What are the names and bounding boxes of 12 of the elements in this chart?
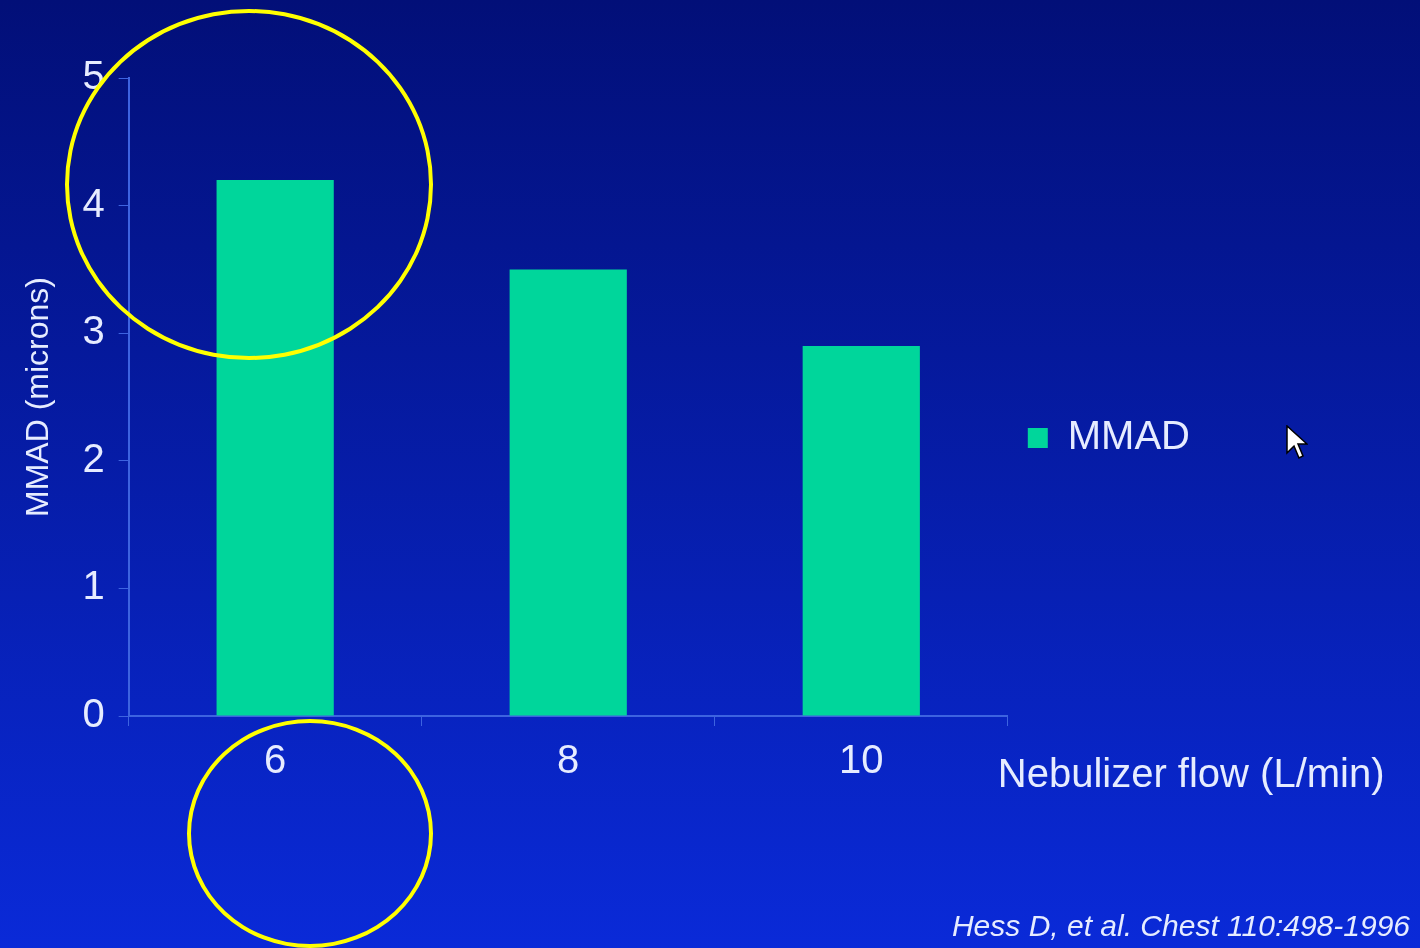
y-tick-label: 3 (82, 308, 105, 353)
x-tick-label: 6 (264, 737, 287, 782)
y-tick-label: 2 (82, 435, 105, 480)
y-tick-label: 0 (82, 691, 105, 736)
y-tick-label: 1 (82, 563, 105, 608)
text: Hess D, et al. Chest 110:498-1996 (951, 909, 1411, 942)
x-axis-title: Nebulizer flow (L/min) (997, 751, 1385, 796)
y-axis-title: MMAD (microns) (19, 277, 56, 517)
x-tick-label: 10 (839, 737, 884, 782)
x-tick-label: 8 (557, 737, 580, 782)
legend-label: MMAD (1067, 413, 1191, 458)
y-tick-label: 4 (82, 180, 105, 225)
